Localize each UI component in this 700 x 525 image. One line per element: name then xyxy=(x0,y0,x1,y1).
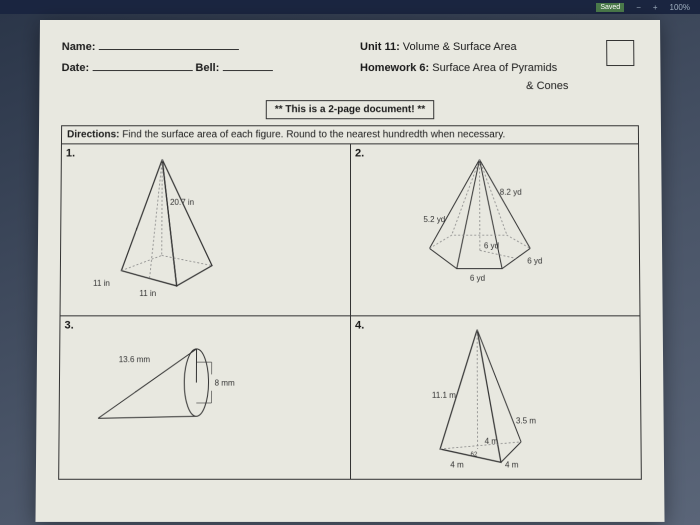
page-note: ** This is a 2-page document! ** xyxy=(266,100,435,119)
directions-box: Directions: Find the surface area of eac… xyxy=(61,125,639,144)
dim-base1: 11 in xyxy=(139,289,156,298)
header-row-2: Date: Bell: Homework 6: Surface Area of … xyxy=(62,59,639,74)
triangular-pyramid-figure: 11.1 m 3.5 m 4 m 4 m 4 m 62 xyxy=(401,321,563,474)
dim-b1: 4 m xyxy=(485,437,499,446)
directions-text: Find the surface area of each figure. Ro… xyxy=(122,129,505,140)
dim-angle: 62 xyxy=(470,452,477,458)
dim-b3: 4 m xyxy=(505,460,519,469)
dim-b2: 6 yd xyxy=(527,256,542,265)
problem-num: 2. xyxy=(355,147,364,159)
dim-edge: 5.2 yd xyxy=(423,215,445,224)
date-blank xyxy=(92,59,192,71)
name-blank xyxy=(98,38,238,50)
header-row-1: Name: Unit 11: Volume & Surface Area xyxy=(62,38,639,53)
zoom-plus-icon[interactable]: + xyxy=(653,3,658,12)
problem-3: 3. 13.6 mm 8 mm xyxy=(59,316,350,479)
hw-label: Homework 6: xyxy=(360,62,429,74)
dim-slant: 20.7 in xyxy=(170,198,194,207)
problem-num: 3. xyxy=(64,319,73,331)
dim-side: 3.5 m xyxy=(516,416,537,425)
hw-title-2: & Cones xyxy=(162,80,639,92)
bell-blank xyxy=(222,59,272,71)
dim-b2: 4 m xyxy=(450,460,464,469)
window-titlebar: Saved − + 100% xyxy=(0,0,700,14)
problem-4: 4. 11.1 m 3.5 m 4 m 4 m 4 m 62 xyxy=(350,316,641,479)
dim-slant: 11.1 m xyxy=(432,391,456,400)
worksheet-page: Name: Unit 11: Volume & Surface Area Dat… xyxy=(35,20,664,522)
date-label: Date: xyxy=(62,62,90,74)
directions-label: Directions: xyxy=(67,129,119,140)
problem-num: 1. xyxy=(66,147,75,159)
problem-1: 1. 20.7 in 11 in 11 in xyxy=(61,144,350,316)
dim-b3: 6 yd xyxy=(470,274,485,283)
hw-title: Surface Area of Pyramids xyxy=(432,62,557,74)
cone-figure: 13.6 mm 8 mm xyxy=(80,332,263,465)
problem-2: 2. 8.2 yd 5.2 yd 6 yd 6 yd 6 yd xyxy=(350,144,639,316)
dim-slant: 8.2 yd xyxy=(500,188,522,197)
square-pyramid-figure: 20.7 in 11 in 11 in xyxy=(91,149,243,301)
name-label: Name: xyxy=(62,41,96,53)
dim-apothem: 6 yd xyxy=(484,241,499,250)
dim-radius: 8 mm xyxy=(215,378,236,387)
dim-base2: 11 in xyxy=(93,279,110,288)
hexagonal-pyramid-figure: 8.2 yd 5.2 yd 6 yd 6 yd 6 yd xyxy=(391,149,573,301)
score-box xyxy=(606,40,634,66)
zoom-minus-icon[interactable]: − xyxy=(636,3,641,12)
unit-title: Volume & Surface Area xyxy=(403,41,517,53)
bell-label: Bell: xyxy=(195,62,219,74)
problems-grid: 1. 20.7 in 11 in 11 in 2. xyxy=(58,144,642,479)
saved-badge: Saved xyxy=(596,3,624,12)
dim-slant: 13.6 mm xyxy=(119,355,151,364)
problem-num: 4. xyxy=(355,319,364,331)
zoom-level: 100% xyxy=(670,3,690,12)
unit-label: Unit 11: xyxy=(360,41,400,53)
